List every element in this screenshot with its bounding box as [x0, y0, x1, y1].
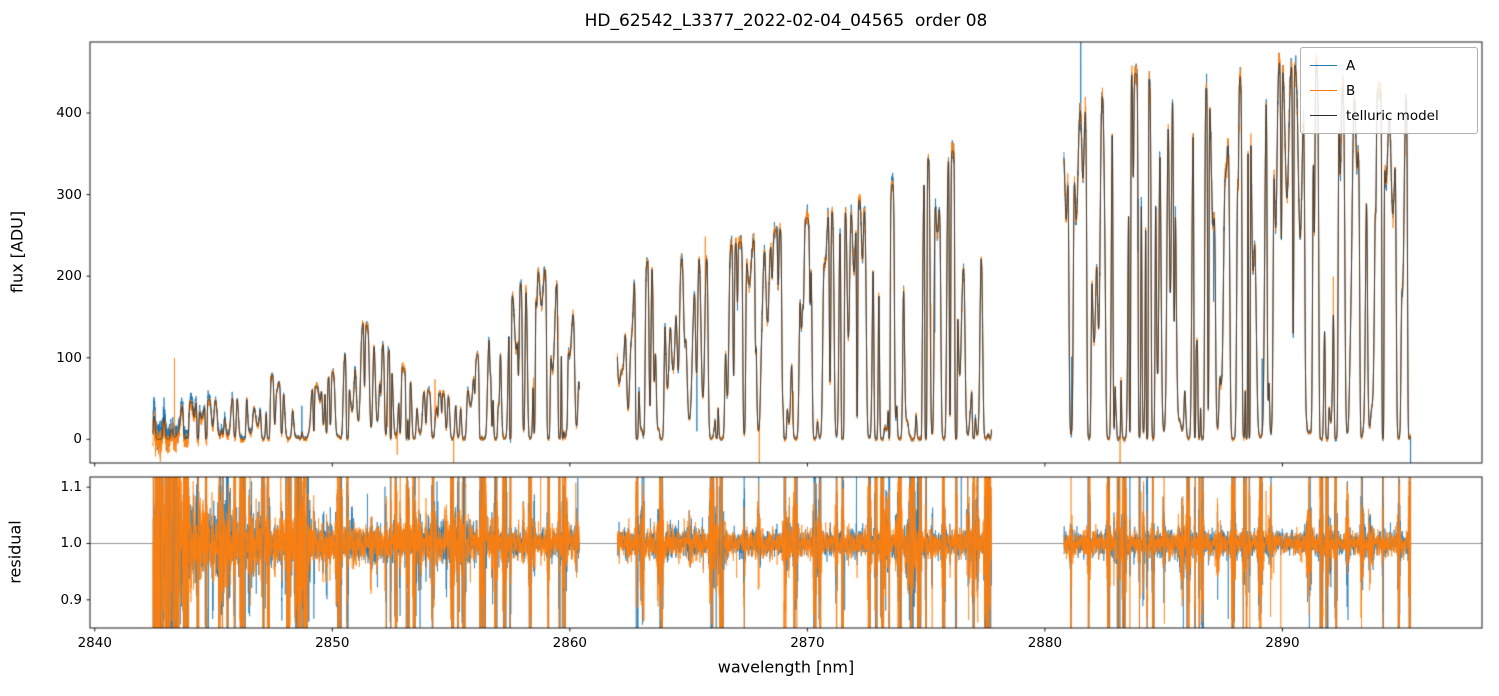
legend-line-telluric-model-icon [1310, 115, 1337, 116]
y-tick-label: 400 [56, 104, 82, 121]
x-tick-label: 2890 [1265, 635, 1300, 651]
legend: A B telluric model [1300, 47, 1478, 134]
y-tick-label: 1.0 [60, 535, 82, 552]
x-tick-label: 2870 [790, 635, 825, 651]
legend-label-b: B [1346, 82, 1356, 99]
legend-line-a-icon [1310, 65, 1337, 66]
y-tick-label: 0.9 [60, 591, 82, 608]
x-tick-label: 2850 [315, 635, 350, 651]
y-tick-label: 100 [56, 349, 82, 366]
y-tick-label: 300 [56, 186, 82, 203]
legend-label-a: A [1346, 57, 1356, 74]
x-tick-label: 2840 [77, 635, 112, 651]
legend-label-telluric-model: telluric model [1346, 107, 1439, 124]
y-tick-label: 1.1 [60, 479, 82, 496]
y-tick-label: 0 [73, 431, 82, 448]
x-axis-label: wavelength [nm] [717, 657, 855, 677]
x-tick-label: 2860 [552, 635, 587, 651]
legend-line-b-icon [1310, 90, 1337, 91]
chart-title: HD_62542_L3377_2022-02-04_04565 order 08 [584, 11, 988, 31]
x-tick-label: 2880 [1027, 635, 1063, 651]
legend-item-a: A [1310, 53, 1468, 78]
legend-item-b: B [1310, 78, 1468, 103]
y-tick-label: 200 [56, 268, 82, 285]
legend-item-telluric-model: telluric model [1310, 103, 1468, 128]
